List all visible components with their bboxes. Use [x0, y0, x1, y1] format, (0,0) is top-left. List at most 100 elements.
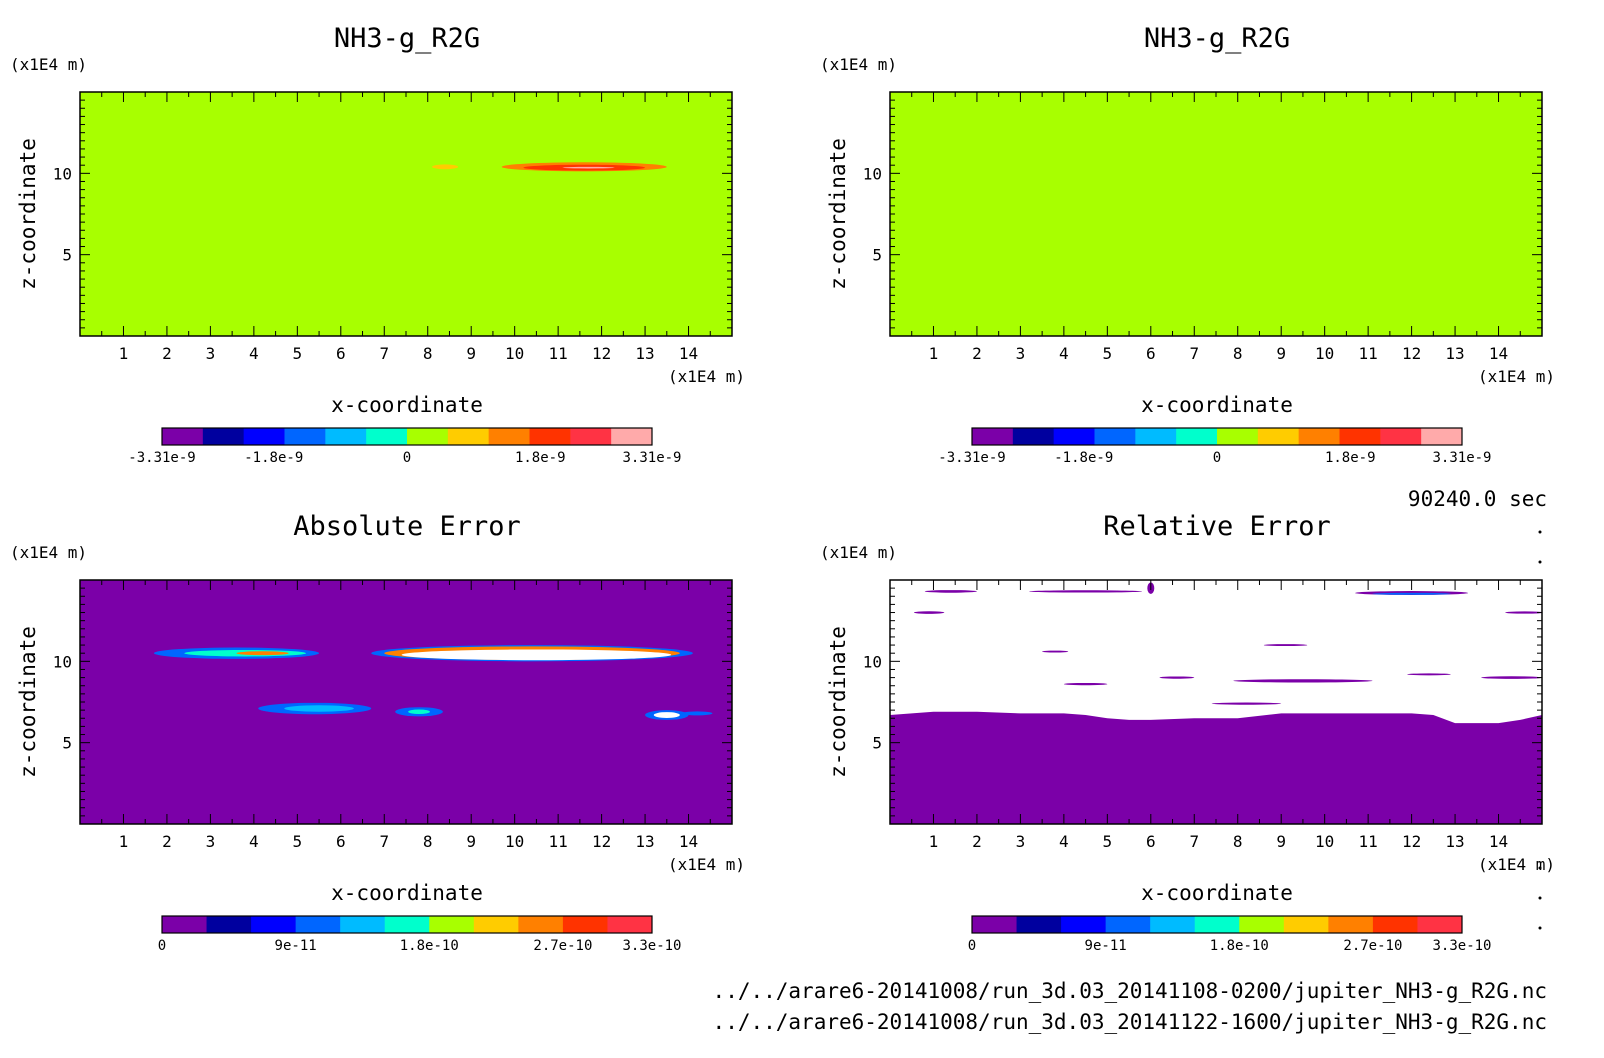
panel-3: Absolute Error(x1E4 m)(x1E4 m)1 2 3 4 5 6 7 8 9 1… — [10, 511, 745, 954]
x-tick-label: 12 — [1402, 344, 1421, 363]
x-tick-label: 11 — [549, 344, 568, 363]
x-tick-label: 5 — [293, 832, 303, 851]
y-axis-label: z-coordinate — [826, 626, 850, 778]
colorbar-swatch — [384, 916, 430, 933]
x-tick-label: 9 — [466, 344, 476, 363]
margin-dot — [1538, 530, 1542, 534]
file-path-line: ../../arare6-20141008/run_3d.03_20141122… — [713, 1010, 1547, 1034]
colorbar-swatch — [488, 428, 530, 445]
colorbar-swatch — [1257, 428, 1300, 445]
y-tick-label: 10 — [863, 652, 882, 671]
colorbar-label: 0 — [968, 938, 976, 954]
colorbar-swatch — [295, 916, 341, 933]
field-feature — [408, 709, 430, 715]
colorbar-swatch — [243, 428, 285, 445]
field-features — [890, 582, 1542, 824]
x-tick-label: 14 — [1489, 344, 1508, 363]
field-feature — [432, 164, 459, 170]
colorbar-frame — [161, 915, 653, 934]
field-features — [153, 645, 713, 720]
panel-title: Relative Error — [1103, 511, 1331, 542]
colorbar-swatch — [1339, 428, 1381, 445]
x-tick-label: 9 — [466, 832, 476, 851]
x-tick-label: 1 — [929, 344, 939, 363]
colorbar-label: 1.8e-10 — [1210, 938, 1269, 954]
colorbar-swatch — [206, 916, 252, 933]
y-tick-label: 10 — [863, 164, 882, 183]
colorbar-swatch — [429, 916, 475, 933]
field-feature — [1063, 682, 1108, 686]
field-background — [890, 92, 1542, 336]
y-axis-label: z-coordinate — [826, 138, 850, 290]
field-feature — [1263, 644, 1308, 647]
x-tick-label: 2 — [972, 832, 982, 851]
field-feature — [1042, 650, 1069, 653]
x-tick-label: 2 — [972, 344, 982, 363]
y-axis-label: z-coordinate — [16, 626, 40, 778]
colorbar-swatch — [251, 916, 297, 933]
colorbar-swatch — [1016, 916, 1062, 933]
colorbar-swatch — [1061, 916, 1107, 933]
colorbar-label: 2.7e-10 — [533, 938, 592, 954]
y-unit-label: (x1E4 m) — [820, 55, 897, 74]
x-tick-label: 4 — [249, 832, 259, 851]
x-tick-label: 13 — [635, 832, 654, 851]
colorbar-label: -1.8e-9 — [1054, 450, 1113, 466]
colorbar-label: 1.8e-9 — [1325, 450, 1376, 466]
colorbar-swatch — [1421, 428, 1463, 445]
margin-dot — [1538, 560, 1542, 564]
colorbar-label: -3.31e-9 — [938, 450, 1005, 466]
x-unit-label: (x1E4 m) — [668, 855, 745, 874]
x-tick-label: 7 — [1189, 344, 1199, 363]
x-tick-label: 5 — [1103, 344, 1113, 363]
field-feature — [913, 611, 945, 614]
x-tick-label: 2 — [162, 344, 172, 363]
x-tick-label: 8 — [423, 832, 433, 851]
y-unit-label: (x1E4 m) — [820, 543, 897, 562]
colorbar-swatch — [1372, 916, 1418, 933]
x-tick-label: 2 — [162, 832, 172, 851]
x-tick-label: 7 — [379, 832, 389, 851]
x-axis-label: x-coordinate — [1141, 881, 1293, 905]
y-tick-label: 10 — [53, 164, 72, 183]
margin-dot — [1538, 926, 1542, 930]
x-tick-label: 3 — [206, 832, 216, 851]
x-tick-label: 14 — [1489, 832, 1508, 851]
colorbar-swatch — [1380, 428, 1422, 445]
colorbar-frame — [161, 427, 653, 446]
field-background — [80, 92, 732, 336]
colorbar-frame — [971, 915, 1463, 934]
colorbar-swatch — [570, 428, 612, 445]
colorbar-swatch — [1135, 428, 1177, 445]
panel-1: NH3-g_R2G(x1E4 m)(x1E4 m)1 2 3 4 5 6 7 8 9 10 11 12… — [10, 23, 745, 466]
y-tick-label: 10 — [53, 652, 72, 671]
x-tick-label: 10 — [1315, 344, 1334, 363]
x-tick-label: 13 — [635, 344, 654, 363]
x-tick-label: 7 — [1189, 832, 1199, 851]
margin-dot — [1538, 896, 1542, 900]
colorbar-swatch — [1417, 916, 1463, 933]
colorbar-swatch — [1217, 428, 1259, 445]
x-tick-label: 12 — [1402, 832, 1421, 851]
colorbar-swatch — [1150, 916, 1196, 933]
colorbar-swatch — [284, 428, 326, 445]
colorbar-label: 3.31e-9 — [1432, 450, 1491, 466]
x-tick-label: 11 — [1359, 832, 1378, 851]
field-feature — [653, 712, 680, 718]
colorbar-label: -3.31e-9 — [128, 450, 195, 466]
colorbar-label: 3.3e-10 — [622, 938, 681, 954]
field-feature — [562, 166, 615, 169]
colorbar-label: 1.8e-10 — [400, 938, 459, 954]
colorbar-swatch — [1283, 916, 1329, 933]
colorbar-swatch — [972, 916, 1018, 933]
colorbar-label: 0 — [158, 938, 166, 954]
field-feature — [924, 590, 977, 593]
colorbar-swatch — [607, 916, 653, 933]
y-axis-label: z-coordinate — [16, 138, 40, 290]
x-tick-label: 6 — [336, 344, 346, 363]
x-axis-label: x-coordinate — [331, 881, 483, 905]
x-tick-label: 5 — [1103, 832, 1113, 851]
colorbar-swatch — [1239, 916, 1285, 933]
colorbar-swatch — [1298, 428, 1340, 445]
